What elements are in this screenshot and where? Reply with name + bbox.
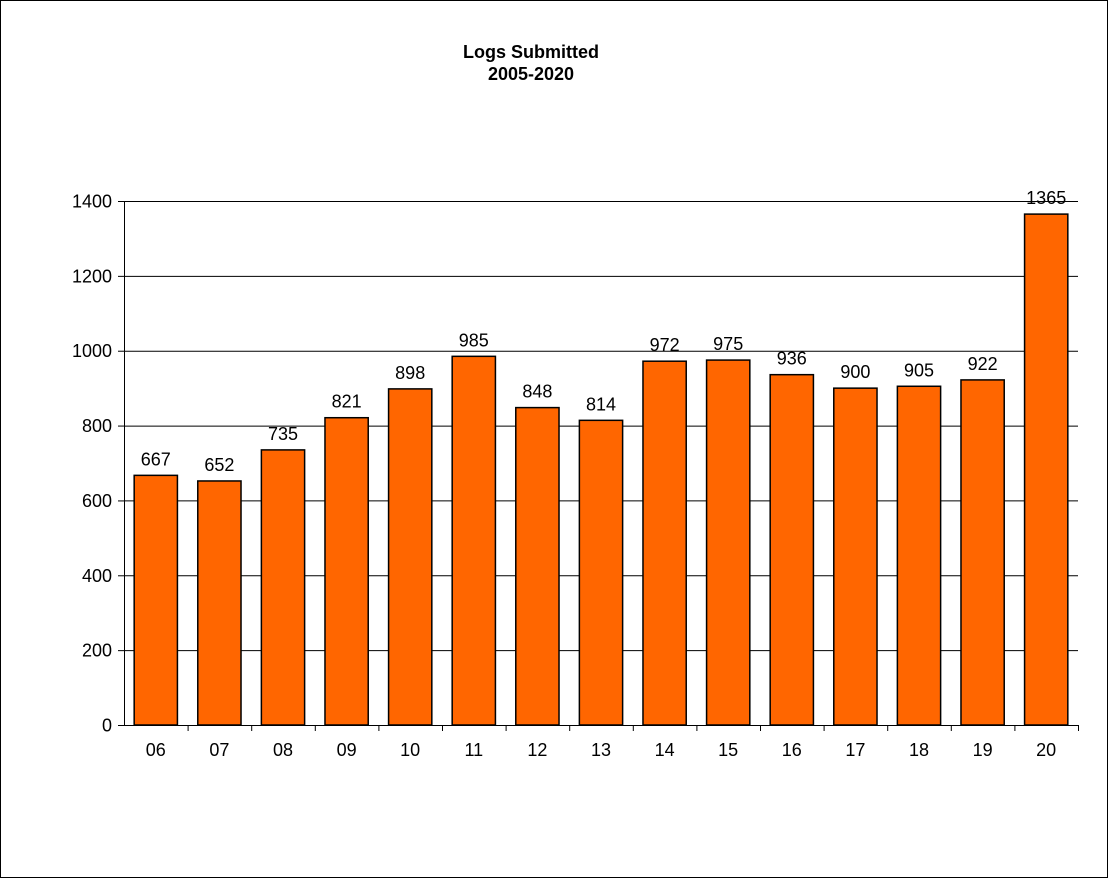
x-tick-label: 10 xyxy=(400,740,420,760)
x-tick-label: 06 xyxy=(146,740,166,760)
x-tick-label: 09 xyxy=(337,740,357,760)
data-label: 667 xyxy=(141,449,171,469)
data-label: 905 xyxy=(904,360,934,380)
x-tick-label: 12 xyxy=(527,740,547,760)
data-label: 922 xyxy=(968,354,998,374)
bar-12 xyxy=(515,406,560,726)
bar-13 xyxy=(578,419,624,726)
bar-08 xyxy=(260,449,306,726)
data-label: 848 xyxy=(522,382,552,402)
bar-07 xyxy=(197,480,242,726)
data-label: 814 xyxy=(586,394,616,414)
y-tick-label: 1400 xyxy=(72,192,112,212)
data-label: 735 xyxy=(268,424,298,444)
bar-14 xyxy=(642,360,687,726)
axes: 0 200 400 600 800 1000 1200 1400 xyxy=(72,192,1079,736)
x-tick-label: 20 xyxy=(1036,740,1056,760)
data-label: 900 xyxy=(840,362,870,382)
chart-subtitle: 2005-2020 xyxy=(487,64,575,84)
bar-09 xyxy=(324,416,369,726)
y-tick-label: 400 xyxy=(82,566,112,586)
bar-16 xyxy=(769,373,815,726)
bar-10 xyxy=(387,388,433,726)
bar-15 xyxy=(705,359,751,726)
x-tick-label: 11 xyxy=(464,740,483,760)
data-label: 898 xyxy=(395,363,425,383)
y-tick-label: 800 xyxy=(82,416,112,436)
chart-title: Logs Submitted xyxy=(463,42,599,62)
bar-18 xyxy=(896,385,942,726)
y-tick-label: 600 xyxy=(82,491,112,511)
y-tick-label: 1200 xyxy=(72,266,112,286)
data-label: 821 xyxy=(332,392,362,412)
x-tick-label: 07 xyxy=(209,740,229,760)
x-tick-label: 08 xyxy=(273,740,293,760)
y-tick-label: 1000 xyxy=(72,341,112,361)
x-tick-label: 15 xyxy=(718,740,738,760)
labels: 06 667 07 652 08 735 09 821 10 898 11 985 12 848 13 814… xyxy=(141,188,1066,760)
bar-17 xyxy=(833,387,878,726)
bar-11 xyxy=(451,355,497,726)
x-tick-label: 13 xyxy=(591,740,611,760)
x-tick-label: 16 xyxy=(782,740,802,760)
y-tick-label: 0 xyxy=(102,716,112,736)
bar-06 xyxy=(133,474,179,726)
data-label: 972 xyxy=(650,335,680,355)
bar-20 xyxy=(1023,213,1069,726)
x-tick-label: 14 xyxy=(655,740,675,760)
data-label: 975 xyxy=(713,334,743,354)
x-tick-label: 17 xyxy=(845,740,865,760)
x-tick-label: 18 xyxy=(909,740,929,760)
bars xyxy=(133,213,1069,726)
data-label: 985 xyxy=(459,330,489,350)
y-tick-label: 200 xyxy=(82,641,112,661)
chart-title-block: Logs Submitted 2005-2020 xyxy=(331,41,731,85)
bar-19 xyxy=(960,379,1005,726)
data-label: 1365 xyxy=(1026,188,1066,208)
data-label: 936 xyxy=(777,349,807,369)
x-tick-label: 19 xyxy=(973,740,993,760)
data-label: 652 xyxy=(204,455,234,475)
